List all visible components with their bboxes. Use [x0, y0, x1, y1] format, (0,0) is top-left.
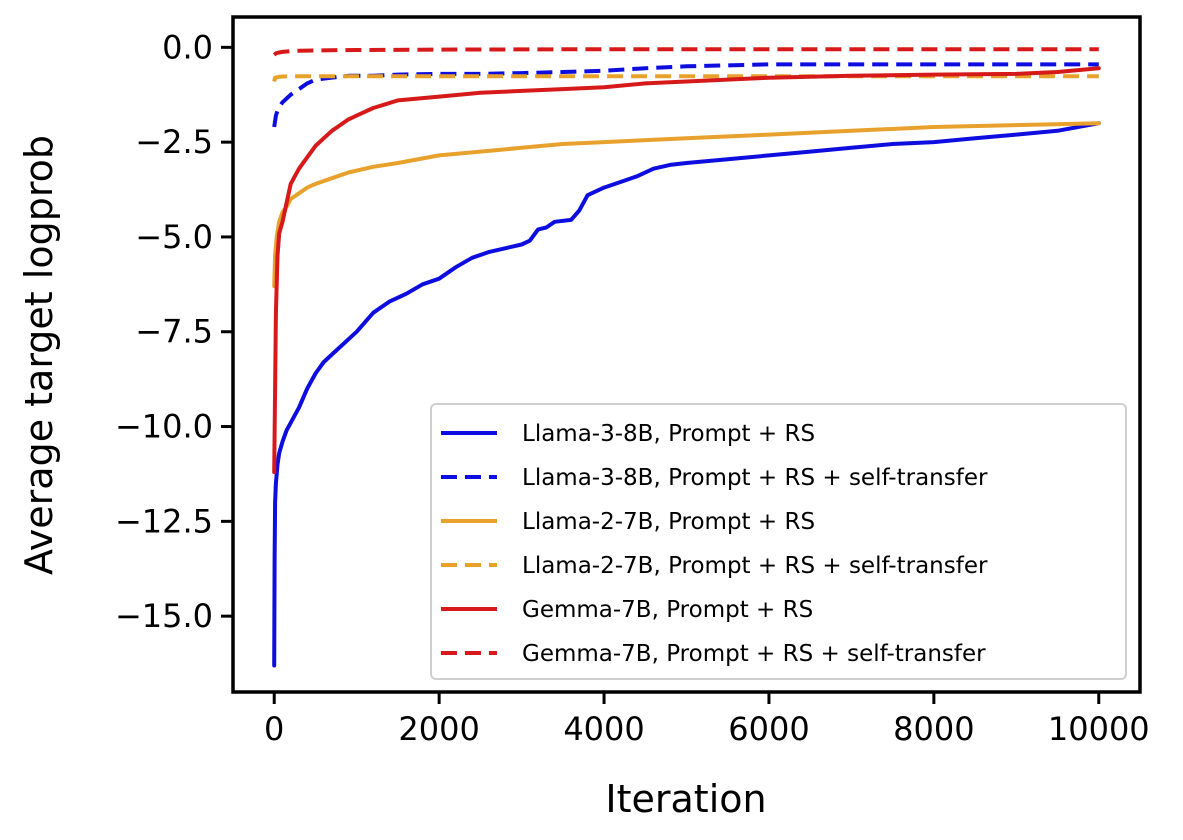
y-tick-label: −10.0 — [115, 408, 213, 446]
series-line-4 — [272, 74, 1099, 82]
legend-label-1: Llama-3-8B, Prompt + RS — [522, 421, 815, 447]
x-axis-title: Iteration — [605, 777, 766, 821]
y-tick-label: −15.0 — [115, 597, 213, 635]
series-line-1 — [272, 121, 1101, 668]
x-tick-label: 4000 — [563, 710, 644, 748]
y-tick-label: −5.0 — [135, 218, 213, 256]
x-tick-label: 10000 — [1048, 710, 1150, 748]
legend-label-2: Llama-3-8B, Prompt + RS + self-transfer — [522, 465, 988, 491]
y-axis-title: Average target logprob — [17, 135, 61, 575]
y-tick-label: −12.5 — [115, 502, 213, 540]
y-tick-label: −7.5 — [135, 313, 213, 351]
x-axis: 0 2000 4000 6000 8000 10000 — [264, 692, 1150, 748]
series-line-3 — [272, 121, 1101, 289]
series-line-6 — [272, 47, 1099, 57]
legend-label-6: Gemma-7B, Prompt + RS + self-transfer — [522, 641, 986, 667]
legend-label-5: Gemma-7B, Prompt + RS — [522, 597, 813, 623]
legend-label-4: Llama-2-7B, Prompt + RS + self-transfer — [522, 553, 988, 579]
y-axis: 0.0 −2.5 −5.0 −7.5 −10.0 −12.5 −15.0 — [115, 28, 233, 635]
legend: Llama-3-8B, Prompt + RS Llama-3-8B, Promp… — [430, 403, 1127, 680]
x-tick-label: 2000 — [398, 710, 479, 748]
plot-frame — [231, 15, 1142, 694]
legend-box — [430, 403, 1127, 680]
x-tick-label: 0 — [264, 710, 284, 748]
x-tick-label: 6000 — [728, 710, 809, 748]
series-layer — [272, 47, 1101, 668]
series-line-5 — [272, 66, 1101, 475]
y-tick-label: 0.0 — [162, 28, 213, 66]
legend-label-3: Llama-2-7B, Prompt + RS — [522, 509, 815, 535]
y-tick-label: −2.5 — [135, 123, 213, 161]
x-tick-label: 8000 — [893, 710, 974, 748]
